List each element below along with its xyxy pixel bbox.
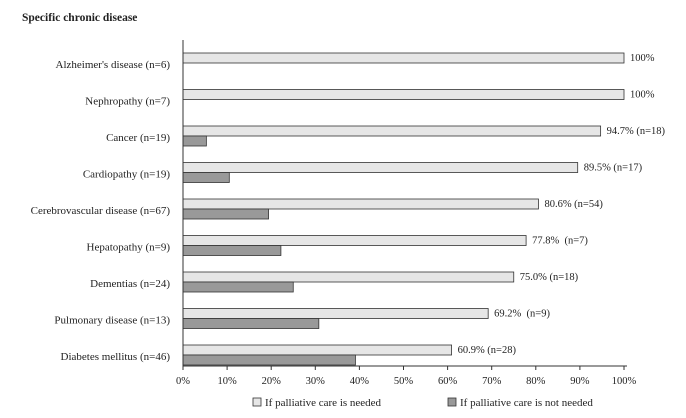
legend-label-not-needed: If palliative care is not needed (460, 397, 593, 409)
bar-value-label: 69.2% (n=9) (494, 309, 550, 320)
bar-value-label: 77.8% (n=7) (532, 236, 588, 247)
x-tick-label: 100% (612, 376, 637, 387)
bar-palliative-needed (182, 344, 452, 356)
category-label: Cancer (n=19) (106, 132, 170, 144)
legend-swatch-needed (252, 397, 262, 407)
x-tick-label: 20% (262, 376, 282, 387)
category-label: Dementias (n=24) (90, 278, 170, 290)
legend: If palliative care is needed If palliati… (252, 397, 593, 409)
bar-value-label: 60.9% (n=28) (458, 345, 517, 356)
bar-palliative-needed (182, 198, 539, 210)
bar-palliative-not-needed (182, 281, 294, 293)
x-axis-ticks: 0% 10% 20% 30% 40% 50% 60% 70% 80% 90% 100% (176, 366, 637, 387)
bar-palliative-needed (182, 308, 489, 319)
x-tick-label: 60% (438, 376, 458, 387)
bar-value-label: 75.0% (n=18) (520, 272, 579, 283)
bar-palliative-needed (182, 162, 579, 173)
x-tick-label: 70% (482, 376, 502, 387)
category-label: Hepatopathy (n=9) (87, 242, 171, 254)
bar-palliative-not-needed (182, 172, 230, 183)
bar-value-label: 94.7% (n=18) (607, 126, 666, 137)
x-tick-label: 50% (394, 376, 414, 387)
bar-palliative-needed (182, 271, 515, 283)
legend-swatch-not-needed (447, 397, 457, 407)
category-label: Cardiopathy (n=19) (83, 169, 170, 181)
category-label: Alzheimer's disease (n=6) (56, 59, 171, 71)
x-tick-label: 10% (217, 376, 237, 387)
chart-title: Specific chronic disease (22, 12, 137, 24)
bar-value-label: 89.5% (n=17) (584, 163, 643, 174)
bar-value-label: 80.6% (n=54) (544, 199, 603, 210)
legend-label-needed: If palliative care is needed (265, 397, 382, 409)
bar-palliative-needed (182, 125, 602, 137)
x-tick-label: 30% (306, 376, 326, 387)
bar-palliative-needed (182, 89, 625, 100)
category-label: Nephropathy (n=7) (85, 96, 170, 108)
bar-value-label: 100% (630, 53, 655, 64)
category-label: Pulmonary disease (n=13) (54, 315, 170, 327)
bar-palliative-not-needed (182, 354, 356, 366)
bar-palliative-needed (182, 52, 625, 64)
x-tick-label: 40% (350, 376, 370, 387)
x-tick-label: 80% (526, 376, 546, 387)
x-tick-label: 90% (570, 376, 590, 387)
bar-palliative-not-needed (182, 245, 282, 256)
bar-area: Alzheimer's disease (n=6) 100% Nephropathy… (31, 52, 666, 366)
bar-palliative-not-needed (182, 318, 320, 329)
category-label: Diabetes mellitus (n=46) (61, 351, 171, 363)
bar-palliative-needed (182, 235, 527, 246)
bar-value-label: 100% (630, 90, 655, 101)
bar-palliative-not-needed (182, 208, 269, 220)
bar-palliative-not-needed (182, 135, 207, 147)
x-tick-label: 0% (176, 376, 190, 387)
category-label: Cerebrovascular disease (n=67) (31, 205, 171, 217)
